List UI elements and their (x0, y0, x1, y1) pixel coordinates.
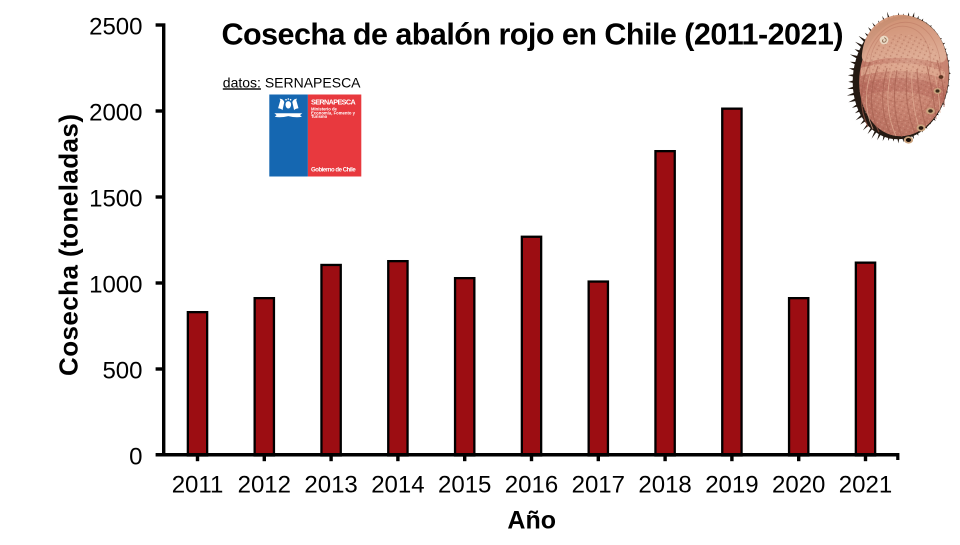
svg-text:Año: Año (507, 507, 556, 535)
svg-text:Cosecha (toneladas): Cosecha (toneladas) (54, 114, 84, 376)
svg-text:datos: SERNAPESCA: datos: SERNAPESCA (223, 74, 361, 90)
svg-text:2019: 2019 (705, 471, 758, 498)
svg-text:2020: 2020 (772, 471, 825, 498)
svg-text:1000: 1000 (89, 272, 142, 299)
svg-text:2017: 2017 (572, 471, 625, 498)
svg-text:Cosecha de abalón rojo en Chil: Cosecha de abalón rojo en Chile (2011-20… (222, 18, 844, 52)
svg-text:2000: 2000 (89, 100, 142, 127)
svg-text:2018: 2018 (638, 471, 691, 498)
svg-text:2012: 2012 (238, 471, 291, 498)
svg-text:Turismo: Turismo (311, 114, 328, 119)
svg-text:SERNAPESCA: SERNAPESCA (311, 97, 356, 106)
svg-text:2021: 2021 (839, 471, 892, 498)
svg-text:0: 0 (129, 444, 142, 471)
svg-text:500: 500 (102, 358, 142, 385)
svg-text:2015: 2015 (438, 471, 491, 498)
svg-text:Ministerio de: Ministerio de (311, 107, 337, 112)
svg-text:Gobierno de Chile: Gobierno de Chile (311, 168, 356, 174)
svg-text:Economía, Fomento y: Economía, Fomento y (311, 110, 356, 115)
svg-text:1500: 1500 (89, 186, 142, 213)
svg-text:2016: 2016 (505, 471, 558, 498)
svg-text:2011: 2011 (172, 471, 224, 498)
svg-text:2014: 2014 (371, 471, 424, 498)
svg-text:2013: 2013 (304, 471, 357, 498)
svg-text:2500: 2500 (89, 14, 142, 41)
